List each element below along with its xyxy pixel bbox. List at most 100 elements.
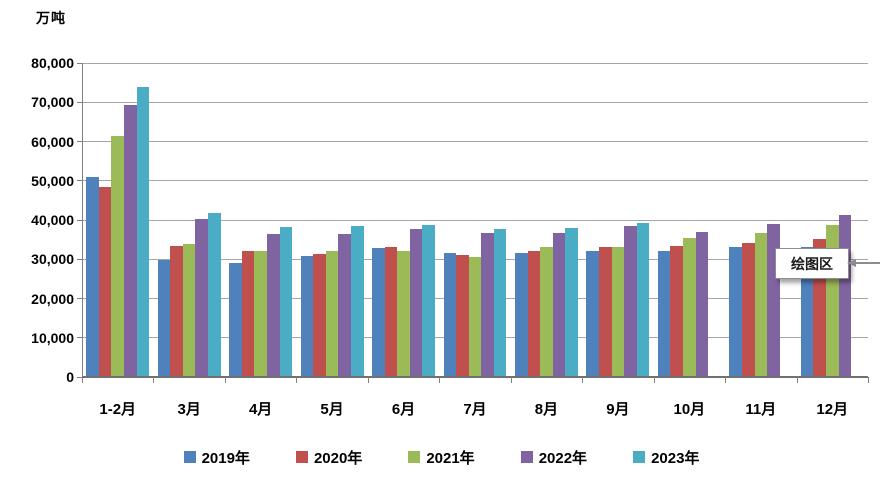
y-axis-tick xyxy=(77,101,82,103)
bar-2021年-1-2月[interactable] xyxy=(111,135,125,377)
legend-label: 2022年 xyxy=(538,449,588,467)
x-tick-label-1-2月: 1-2月 xyxy=(99,401,137,418)
y-tick-label: 40,000 xyxy=(31,212,74,228)
bar-2021年-5月[interactable] xyxy=(325,251,339,377)
bar-2023年-9月[interactable] xyxy=(636,223,650,377)
bar-2023年-5月[interactable] xyxy=(350,226,364,377)
legend-item-2020年[interactable]: 2020年 xyxy=(295,447,363,468)
y-tick-label: 0 xyxy=(66,369,74,385)
y-axis-tick xyxy=(77,219,82,221)
bar-2023年-6月[interactable] xyxy=(422,225,436,377)
legend-swatch-icon xyxy=(633,451,646,463)
legend-label: 2023年 xyxy=(651,449,700,467)
bar-2023年-1-2月[interactable] xyxy=(136,87,150,377)
y-axis-tick xyxy=(77,62,82,64)
bar-2019年-11月[interactable] xyxy=(729,247,742,377)
bar-2022年-9月[interactable] xyxy=(624,225,637,377)
bar-2022年-4月[interactable] xyxy=(266,234,280,377)
bar-2022年-5月[interactable] xyxy=(338,234,351,377)
bar-2019年-6月[interactable] xyxy=(372,248,385,377)
y-axis-tick xyxy=(77,180,82,182)
x-tick-label-4月: 4月 xyxy=(248,401,273,418)
plot-area-tooltip: 绘图区 xyxy=(775,248,849,279)
mouse-cursor-icon xyxy=(847,259,880,267)
y-tick-label: 30,000 xyxy=(31,251,74,268)
x-tick-label-9月: 9月 xyxy=(606,401,630,418)
bar-2020年-5月[interactable] xyxy=(313,254,326,377)
bar-2022年-6月[interactable] xyxy=(409,229,423,377)
y-tick-label: 80,000 xyxy=(31,55,74,71)
legend-item-2019年[interactable]: 2019年 xyxy=(183,447,250,468)
bar-2020年-4月[interactable] xyxy=(241,251,255,377)
bar-2020年-10月[interactable] xyxy=(670,245,684,377)
legend-swatch-icon xyxy=(408,451,421,463)
bar-2020年-11月[interactable] xyxy=(741,242,755,377)
x-tick-label-5月: 5月 xyxy=(320,401,344,418)
bar-2019年-4月[interactable] xyxy=(229,263,242,377)
y-axis-tick xyxy=(77,141,82,142)
legend-label: 2019年 xyxy=(201,449,250,467)
x-axis-line xyxy=(82,376,868,378)
bar-2020年-3月[interactable] xyxy=(170,245,183,377)
bar-2020年-9月[interactable] xyxy=(599,247,612,377)
bar-2019年-7月[interactable] xyxy=(443,253,457,377)
bar-2021年-9月[interactable] xyxy=(611,247,625,377)
y-tick-label: 50,000 xyxy=(31,172,74,189)
bar-2021年-11月[interactable] xyxy=(754,232,768,377)
legend-swatch-icon xyxy=(295,451,308,463)
y-axis-tick xyxy=(77,337,82,339)
bar-2021年-8月[interactable] xyxy=(540,247,553,377)
x-tick-label-6月: 6月 xyxy=(391,401,416,418)
x-axis-tick xyxy=(224,377,226,383)
bar-2021年-7月[interactable] xyxy=(468,256,482,377)
bar-2023年-4月[interactable] xyxy=(279,226,293,377)
x-axis-tick xyxy=(725,377,727,383)
bar-2019年-3月[interactable] xyxy=(157,260,171,377)
bar-2022年-8月[interactable] xyxy=(552,233,566,377)
bar-2021年-3月[interactable] xyxy=(182,243,196,377)
gridline xyxy=(82,180,868,182)
legend-item-2022年[interactable]: 2022年 xyxy=(520,447,588,468)
y-tick-label: 10,000 xyxy=(31,329,74,346)
bar-2022年-10月[interactable] xyxy=(695,232,709,377)
bar-2020年-7月[interactable] xyxy=(456,254,469,377)
bar-2019年-8月[interactable] xyxy=(514,252,528,377)
bar-2023年-7月[interactable] xyxy=(493,229,507,377)
legend: 2019年 2020年 2021年 2022年 2023年 xyxy=(0,444,883,470)
y-tick-label: 60,000 xyxy=(31,133,74,150)
bar-2023年-3月[interactable] xyxy=(208,212,221,377)
x-axis-tick xyxy=(582,377,584,383)
gridline xyxy=(82,62,868,64)
x-tick-label-12月: 12月 xyxy=(816,401,849,418)
bar-2021年-4月[interactable] xyxy=(254,250,267,377)
bar-2022年-7月[interactable] xyxy=(481,233,494,377)
bar-2021年-10月[interactable] xyxy=(683,238,696,377)
bar-2022年-12月[interactable] xyxy=(838,214,852,377)
legend-label: 2021年 xyxy=(426,449,475,467)
gridline xyxy=(82,101,868,103)
bar-2021年-6月[interactable] xyxy=(397,251,410,377)
y-axis-unit-label: 万吨 xyxy=(36,10,66,26)
plot-area-tooltip-text: 绘图区 xyxy=(791,255,833,272)
y-axis-tick xyxy=(77,298,82,299)
legend-item-2023年[interactable]: 2023年 xyxy=(633,447,699,468)
bar-2019年-10月[interactable] xyxy=(657,250,671,377)
x-tick-label-11月: 11月 xyxy=(745,401,777,418)
bar-2019年-1-2月[interactable] xyxy=(86,176,99,377)
x-axis-tick xyxy=(367,377,369,383)
bar-2019年-9月[interactable] xyxy=(586,251,599,377)
bar-2023年-8月[interactable] xyxy=(565,228,578,377)
bar-2019年-12月[interactable] xyxy=(800,246,814,377)
bar-2022年-3月[interactable] xyxy=(195,219,209,377)
x-axis-tick xyxy=(153,377,155,383)
bar-2020年-1-2月[interactable] xyxy=(98,187,112,377)
legend-item-2021年[interactable]: 2021年 xyxy=(408,447,475,468)
bar-2020年-8月[interactable] xyxy=(527,251,541,377)
bar-2020年-6月[interactable] xyxy=(384,247,398,377)
legend-label: 2020年 xyxy=(313,449,363,467)
bar-2022年-1-2月[interactable] xyxy=(124,104,137,377)
x-tick-label-10月: 10月 xyxy=(673,401,706,418)
y-tick-label: 70,000 xyxy=(31,94,74,111)
bar-2019年-5月[interactable] xyxy=(300,256,314,377)
